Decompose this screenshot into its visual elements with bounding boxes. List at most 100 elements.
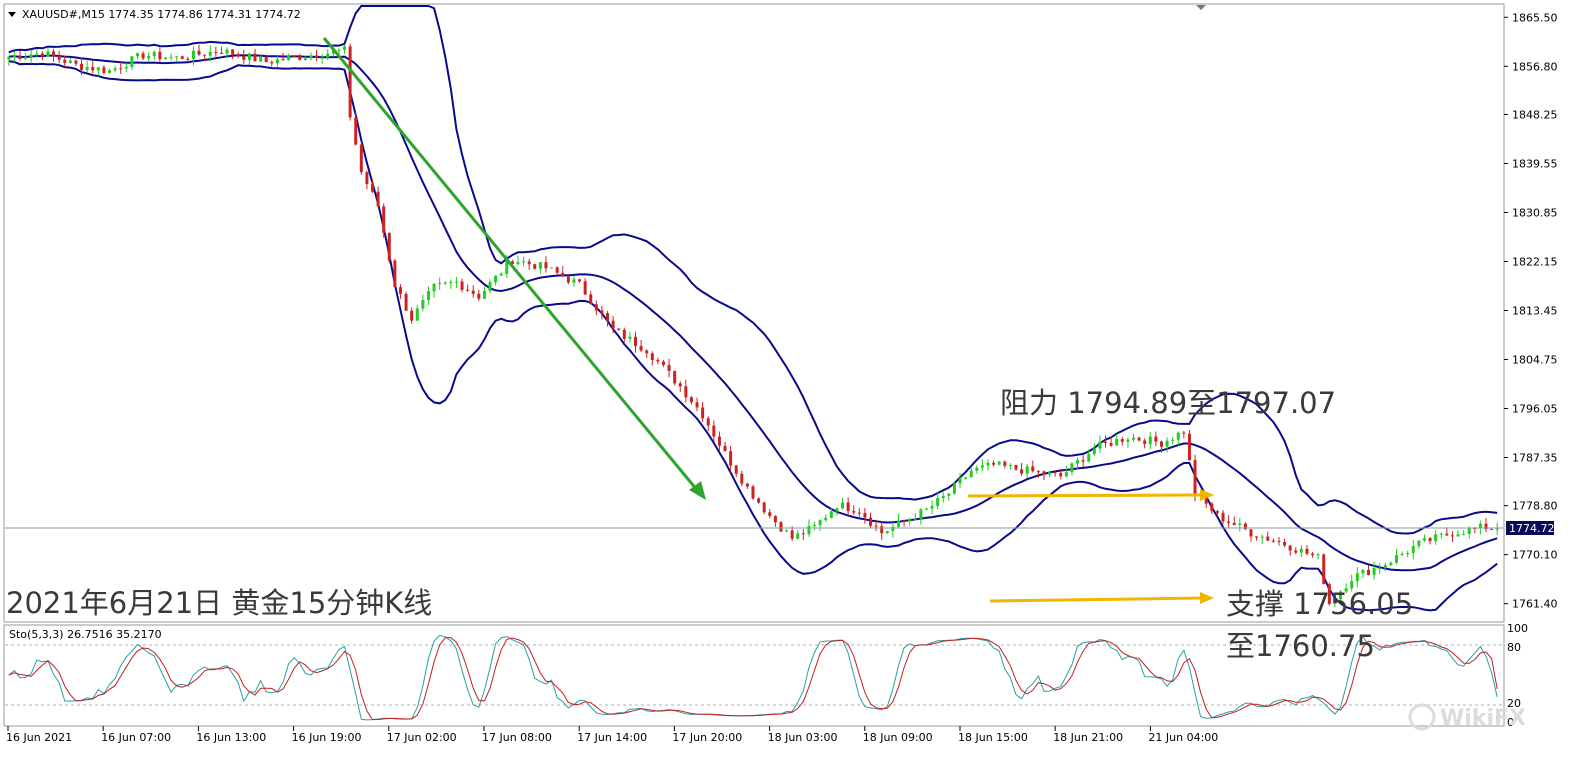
time-tick-label: 21 Jun 04:00	[1148, 731, 1218, 744]
candle-body	[404, 293, 408, 311]
candle-body	[365, 172, 369, 184]
candle-body	[1266, 536, 1270, 541]
price-tick-label: 1865.50	[1512, 11, 1558, 24]
candle-body	[124, 66, 128, 69]
time-tick-label: 17 Jun 08:00	[482, 731, 552, 744]
candle-body	[1243, 523, 1247, 530]
candle-body	[96, 67, 100, 71]
candle-body	[175, 56, 179, 58]
candle-body	[874, 525, 878, 527]
candle-body	[1339, 591, 1343, 600]
candles	[7, 43, 1499, 607]
watermark-logo: WikiFX	[1408, 703, 1526, 731]
candle-body	[852, 511, 856, 513]
candle-body	[158, 51, 162, 60]
price-tick-label: 1822.15	[1512, 255, 1558, 268]
candle-body	[1221, 512, 1225, 522]
time-tick-label: 18 Jun 21:00	[1053, 731, 1123, 744]
candle-body	[1159, 441, 1163, 447]
candle-body	[550, 267, 554, 269]
scroll-marker-icon[interactable]	[1196, 5, 1206, 10]
candle-body	[1204, 495, 1208, 504]
candle-body	[180, 56, 184, 59]
candle-body	[516, 262, 520, 264]
candle-body	[488, 282, 492, 291]
candle-body	[1210, 503, 1214, 512]
candle-body	[661, 361, 665, 365]
candle-body	[147, 55, 151, 59]
candle-body	[606, 313, 610, 321]
candle-body	[359, 144, 363, 173]
time-tick-label: 17 Jun 20:00	[672, 731, 742, 744]
candle-body	[846, 502, 850, 512]
candle-body	[242, 56, 246, 60]
candle-body	[326, 53, 330, 58]
candle-body	[1450, 535, 1454, 537]
candle-body	[1478, 523, 1482, 529]
stoch-axis: 100 80 20 0	[1507, 622, 1528, 729]
candle-body	[1036, 471, 1040, 473]
candle-body	[186, 58, 190, 60]
candle-body	[1490, 529, 1494, 531]
candle-body	[740, 473, 744, 484]
candle-body	[426, 291, 430, 300]
watermark-text: WikiFX	[1440, 706, 1526, 731]
candle-body	[813, 525, 817, 527]
candle-body	[52, 51, 56, 57]
candle-body	[354, 117, 358, 145]
candle-body	[320, 57, 324, 59]
candle-body	[1445, 533, 1449, 536]
candle-body	[701, 407, 705, 419]
candle-body	[1428, 538, 1432, 542]
candle-body	[1120, 439, 1124, 442]
candle-body	[40, 53, 44, 57]
support-annotation-line1: 支撑 1756.05	[1226, 587, 1413, 621]
candle-body	[958, 478, 962, 484]
price-tick-label: 1778.80	[1512, 500, 1558, 513]
candle-body	[1232, 522, 1236, 525]
candle-body	[1367, 569, 1371, 575]
symbol-header-text: XAUUSD#,M15 1774.35 1774.86 1774.31 1774…	[22, 8, 301, 21]
candle-body	[510, 261, 514, 264]
candle-body	[1484, 523, 1488, 530]
stoch-tick-label: 100	[1507, 622, 1528, 635]
candle-body	[757, 498, 761, 503]
candle-body	[684, 386, 688, 398]
candle-body	[869, 517, 873, 526]
candle-body	[410, 310, 414, 321]
stoch-tick-label: 20	[1507, 697, 1521, 710]
candle-body	[706, 418, 710, 426]
candle-body	[790, 530, 794, 539]
candle-body	[1025, 466, 1029, 474]
candle-body	[1249, 529, 1253, 537]
candle-body	[572, 279, 576, 283]
candle-body	[1092, 448, 1096, 455]
candle-body	[835, 508, 839, 512]
candle-body	[639, 346, 643, 351]
last-price-tag: 1774.72	[1506, 521, 1555, 535]
candle-body	[315, 55, 319, 58]
candle-body	[1260, 536, 1264, 538]
candle-body	[135, 53, 139, 57]
candle-body	[1042, 471, 1046, 475]
candle-body	[975, 467, 979, 471]
candle-body	[1053, 472, 1057, 474]
candle-body	[936, 498, 940, 506]
candle-body	[169, 56, 173, 58]
candle-body	[555, 267, 559, 273]
candle-body	[225, 49, 229, 54]
candle-body	[1355, 573, 1359, 582]
candle-body	[443, 282, 447, 284]
candle-body	[678, 383, 682, 387]
candle-body	[1031, 466, 1035, 472]
candle-body	[253, 53, 257, 62]
price-tick-label: 1787.35	[1512, 451, 1558, 464]
candle-body	[538, 262, 542, 269]
candle-body	[24, 57, 28, 59]
candle-body	[1361, 569, 1365, 574]
candle-body	[1277, 541, 1281, 543]
candle-body	[85, 67, 89, 70]
candle-body	[857, 512, 861, 514]
candle-body	[421, 299, 425, 309]
